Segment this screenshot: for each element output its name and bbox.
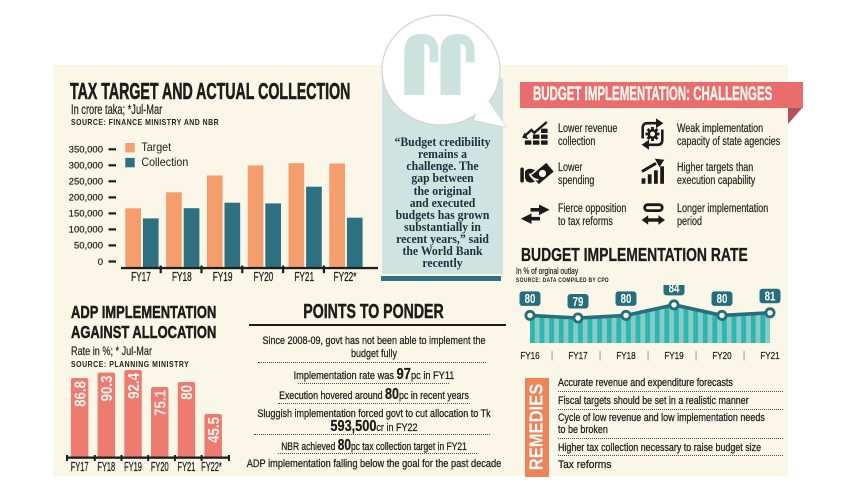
svg-text:75.1: 75.1	[152, 390, 169, 416]
svg-text:84: 84	[669, 285, 681, 296]
svg-text:50,000: 50,000	[74, 241, 103, 252]
svg-text:90.3: 90.3	[99, 376, 116, 402]
svg-text:FY19: FY19	[664, 350, 683, 361]
svg-text:FY17: FY17	[71, 461, 89, 474]
svg-text:79: 79	[573, 296, 584, 309]
svg-text:FY19: FY19	[213, 270, 233, 284]
svg-text:250,000: 250,000	[69, 177, 103, 188]
svg-text:86.8: 86.8	[72, 381, 89, 407]
svg-text:FY20: FY20	[151, 461, 169, 474]
svg-text:80: 80	[621, 293, 632, 306]
svg-text:0: 0	[98, 257, 103, 268]
svg-text:|: |	[695, 351, 698, 362]
svg-text:200,000: 200,000	[69, 193, 103, 204]
svg-text:FY18: FY18	[97, 461, 115, 474]
svg-text:FY21: FY21	[294, 270, 314, 284]
svg-text:FY22*: FY22*	[201, 461, 222, 474]
svg-text:100,000: 100,000	[69, 225, 103, 236]
svg-text:|: |	[551, 351, 554, 362]
svg-text:FY19: FY19	[124, 461, 142, 474]
svg-text:80: 80	[179, 385, 196, 400]
svg-text:|: |	[647, 351, 650, 362]
svg-text:FY20: FY20	[712, 350, 731, 361]
svg-text:Collection: Collection	[141, 157, 188, 169]
svg-text:FY21: FY21	[760, 350, 779, 361]
svg-text:|: |	[743, 351, 746, 362]
svg-text:300,000: 300,000	[69, 161, 103, 172]
svg-text:81: 81	[765, 291, 776, 304]
svg-text:FY18: FY18	[172, 270, 192, 284]
svg-text:FY21: FY21	[178, 461, 196, 474]
svg-text:FY16: FY16	[520, 350, 539, 361]
svg-text:FY20: FY20	[254, 270, 274, 284]
svg-text:FY17: FY17	[131, 270, 151, 284]
svg-text:80: 80	[525, 293, 536, 306]
svg-text:45.5: 45.5	[206, 417, 223, 443]
svg-text:|: |	[599, 351, 602, 362]
svg-text:80: 80	[717, 293, 728, 306]
svg-text:150,000: 150,000	[69, 209, 103, 220]
svg-text:FY22*: FY22*	[334, 270, 357, 284]
svg-text:92.4: 92.4	[126, 372, 143, 399]
svg-text:FY18: FY18	[616, 350, 635, 361]
svg-text:FY17: FY17	[568, 350, 587, 361]
svg-text:Target: Target	[141, 142, 171, 154]
svg-text:350,000: 350,000	[69, 145, 103, 156]
